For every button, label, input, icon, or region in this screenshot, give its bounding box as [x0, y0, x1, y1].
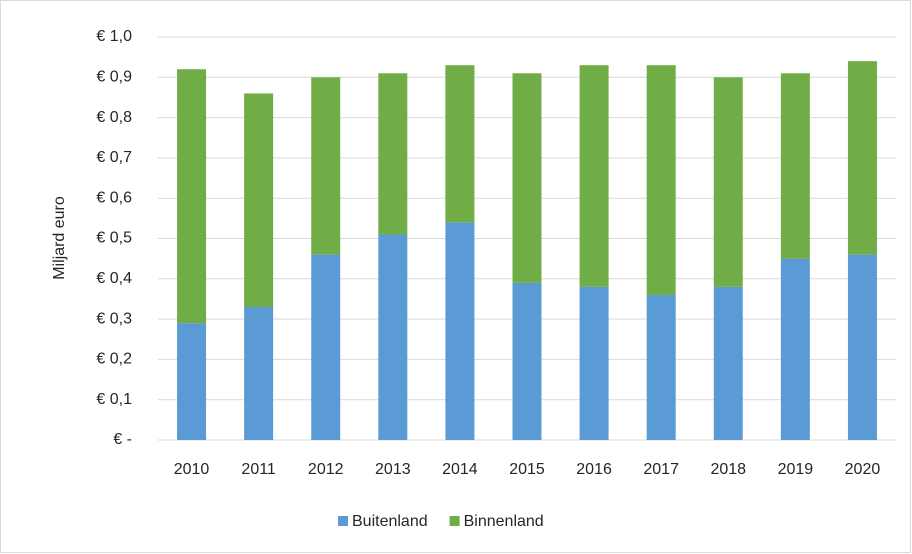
legend-label: Binnenland [464, 513, 544, 530]
bar-segment [244, 93, 274, 308]
bar-segment [512, 73, 542, 283]
bar-segment [311, 77, 341, 255]
bar-segment [646, 294, 676, 440]
bar-segment [579, 65, 609, 287]
x-tick-label: 2013 [375, 461, 411, 478]
bar-segment [646, 65, 676, 295]
y-tick-label: € 0,4 [96, 270, 132, 287]
x-tick-label: 2014 [442, 461, 478, 478]
legend-swatch [449, 516, 460, 526]
y-tick-label: € 0,3 [96, 310, 132, 327]
bar-segment [177, 69, 207, 324]
x-tick-label: 2015 [509, 461, 545, 478]
bar-segment [311, 254, 341, 440]
bar-segment [512, 282, 542, 440]
x-tick-label: 2011 [241, 461, 276, 478]
y-tick-label: € 0,6 [96, 189, 132, 206]
y-tick-label: € 0,2 [96, 351, 132, 368]
y-axis-label: Miljard euro [51, 196, 68, 280]
x-tick-label: 2018 [710, 461, 746, 478]
x-tick-label: 2016 [576, 461, 612, 478]
bar-segment [445, 222, 475, 440]
y-tick-label: € 0,8 [96, 109, 132, 126]
bar-segment [847, 61, 877, 255]
bar-segment [713, 286, 743, 440]
legend-label: Buitenland [352, 513, 428, 530]
y-tick-label: € 1,0 [96, 28, 132, 45]
x-tick-label: 2019 [778, 461, 814, 478]
y-tick-label: € 0,1 [96, 391, 132, 408]
legend-swatch [338, 516, 348, 526]
bar-segment [847, 254, 877, 440]
bar-segment [780, 73, 810, 259]
y-tick-label: € - [113, 431, 132, 448]
y-tick-label: € 0,5 [96, 230, 132, 247]
y-tick-label: € 0,7 [96, 149, 132, 166]
x-tick-label: 2010 [174, 461, 210, 478]
bar-segment [378, 234, 408, 440]
y-tick-label: € 0,9 [96, 69, 132, 86]
bar-segment [780, 258, 810, 440]
bar-segment [713, 77, 743, 287]
bar-segment [445, 65, 475, 223]
bar-segment [177, 323, 207, 440]
bar-segment [579, 286, 609, 440]
bar-segment [244, 307, 274, 440]
x-tick-label: 2020 [845, 461, 881, 478]
bar-segment [378, 73, 408, 235]
x-tick-label: 2017 [643, 461, 679, 478]
x-tick-label: 2012 [308, 461, 344, 478]
